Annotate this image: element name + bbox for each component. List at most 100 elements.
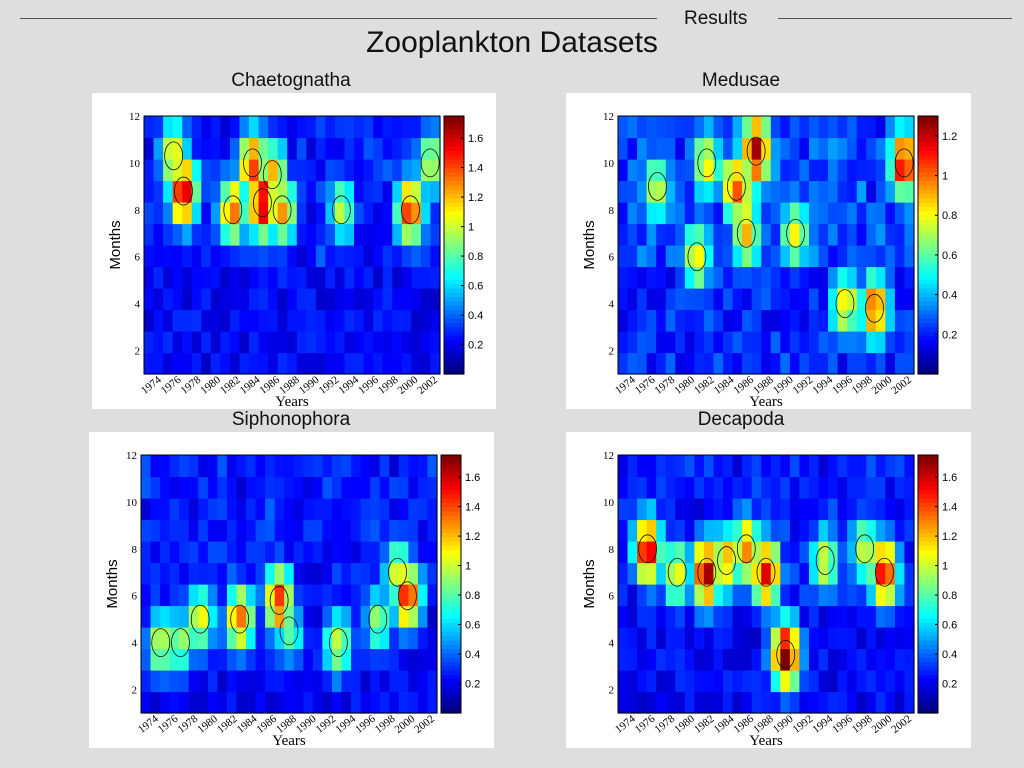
colorbar [443,115,465,375]
heatmap-cell [618,670,629,693]
heatmap-cell [354,309,365,332]
heatmap-cell [837,691,848,714]
heatmap-cell [828,352,839,375]
heatmap-cell [713,648,724,671]
heatmap-cell [742,309,753,332]
heatmap-cell [360,670,371,693]
heatmap-cell [761,309,772,332]
heatmap-cell [315,331,327,354]
heatmap-cell [818,498,829,521]
heatmap-cell [751,476,762,499]
heatmap-cell [268,266,279,289]
heatmap-cell [191,180,202,203]
heatmap-cell [201,202,212,225]
heatmap-cell [723,541,734,564]
heatmap-cell [160,584,171,607]
heatmap-cell [904,288,915,311]
heatmap-cell [354,116,365,139]
heatmap-cell [703,288,715,311]
heatmap-cell [770,137,781,160]
heatmap-cell [141,670,152,693]
heatmap-cell [646,519,657,542]
heatmap-cell [293,648,304,671]
heatmap-cell [249,202,260,225]
heatmap-cell [675,584,686,607]
heatmap-cell [627,116,638,139]
heatmap-cell [411,266,422,289]
heatmap-cell [742,562,753,585]
heatmap-cell [389,562,400,585]
heatmap-cell [179,541,190,564]
heatmap-cell [179,670,190,693]
chart-title-chaetognatha: Chaetognatha [231,70,351,91]
heatmap-cell [172,180,183,203]
heatmap-cell [828,605,839,628]
heatmap-cell [684,605,695,628]
heatmap-cell [382,159,393,182]
heatmap-cell [236,691,247,714]
heatmap-cell [382,266,393,289]
heatmap-cell [274,691,285,714]
heatmap-cell [268,352,279,375]
heatmap-cell [742,519,753,542]
x-axis-label: Years [275,394,309,409]
heatmap-cell [847,605,858,628]
heatmap-cell [344,180,355,203]
heatmap-cell [894,691,906,714]
heatmap-cell [637,476,648,499]
heatmap-cell [713,266,724,289]
heatmap-cell [312,455,324,478]
heatmap-cell [351,498,362,521]
heatmap-cell [163,288,174,311]
heatmap-cell [150,498,161,521]
heatmap-cell [153,245,164,268]
heatmap-cell [322,498,333,521]
y-axis-label: Months [107,220,124,269]
colorbar-tick-label: 1.4 [465,502,480,514]
heatmap-cell [268,180,279,203]
heatmap-cell [325,202,336,225]
heatmap-cell [780,498,791,521]
heatmap-cell [818,584,829,607]
heatmap-cell [315,180,327,203]
contour-line [667,557,687,587]
heatmap-cell [684,223,695,246]
heatmap-cell [331,498,343,521]
heatmap-cell [150,648,161,671]
heatmap-cell [837,519,848,542]
heatmap-cell [226,691,238,714]
heatmap-cell [379,605,390,628]
heatmap-cell [713,288,724,311]
x-axis-label: Years [749,733,783,748]
heatmap-cell [742,648,753,671]
heatmap-cell [191,245,202,268]
heatmap-cell [703,116,715,139]
heatmap-cell [684,670,695,693]
heatmap-cell [182,288,193,311]
heatmap-cell [268,309,279,332]
heatmap-cell [618,159,629,182]
heatmap-cell [799,180,810,203]
heatmap-cell [191,223,202,246]
heatmap-cell [370,584,381,607]
heatmap-cell [182,245,193,268]
heatmap-cell [293,605,304,628]
heatmap-cell [904,691,915,714]
heatmap-cell [303,605,314,628]
heatmap-cell [370,648,381,671]
heatmap-cell [182,223,193,246]
colorbar-tick-label: 1 [465,561,471,573]
heatmap-cell [723,137,734,160]
heatmap-cell [226,498,238,521]
heatmap-cell [293,670,304,693]
heatmap-cell [723,223,734,246]
heatmap-cell [866,202,877,225]
contour-line [151,628,171,658]
heatmap-cell [198,670,209,693]
heatmap-cell [303,541,314,564]
heatmap-cell [675,541,686,564]
heatmap-cell [370,455,381,478]
heatmap-cell [188,670,199,693]
heatmap-cell [665,266,676,289]
heatmap-cell [780,331,791,354]
